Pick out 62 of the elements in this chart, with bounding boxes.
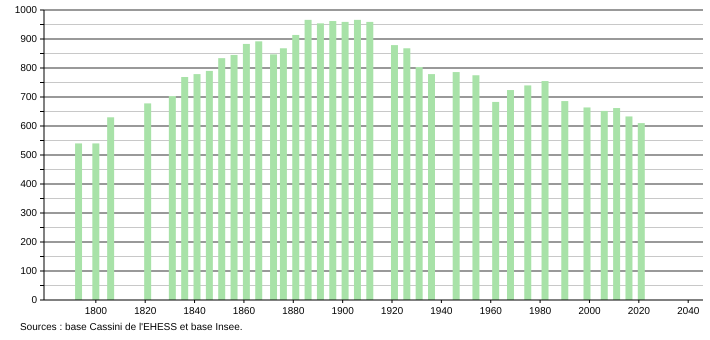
bar xyxy=(583,107,590,300)
y-tick-label: 600 xyxy=(20,121,38,132)
x-tick-label: 1920 xyxy=(380,306,404,318)
bar xyxy=(292,34,300,300)
y-tick-label: 100 xyxy=(20,266,38,278)
x-tick-label: 2020 xyxy=(628,306,650,318)
source-note: Sources : base Cassini de l'EHESS et base Insee. xyxy=(20,322,243,333)
bar xyxy=(280,48,287,300)
bar xyxy=(354,20,361,300)
bar xyxy=(492,102,500,300)
bar xyxy=(255,41,262,300)
bar xyxy=(542,81,549,300)
bar xyxy=(561,101,568,300)
bar xyxy=(329,21,336,300)
bar xyxy=(416,67,423,300)
bar xyxy=(403,48,410,300)
y-tick-label: 700 xyxy=(20,92,38,104)
bar xyxy=(613,108,620,300)
x-tick-label: 1900 xyxy=(332,306,354,318)
bar xyxy=(472,75,480,300)
bar xyxy=(390,45,398,300)
bar xyxy=(242,44,250,300)
bar xyxy=(428,74,435,300)
y-tick-label: 200 xyxy=(20,237,38,248)
x-tick-label: 2000 xyxy=(578,306,602,318)
y-tick-label: 300 xyxy=(20,208,38,220)
bar xyxy=(316,23,324,300)
bar xyxy=(218,58,226,300)
bar xyxy=(638,123,645,300)
bar xyxy=(270,54,278,300)
bar xyxy=(366,22,374,300)
bar xyxy=(181,76,188,300)
y-tick-label: 0 xyxy=(31,295,38,306)
x-tick-label: 1820 xyxy=(134,306,157,318)
y-tick-label: 900 xyxy=(20,34,38,46)
bar xyxy=(342,22,349,300)
x-tick-label: 2040 xyxy=(677,306,700,318)
y-tick-label: 800 xyxy=(20,63,38,74)
x-tick-label: 1980 xyxy=(528,306,552,318)
y-tick-label: 1000 xyxy=(14,5,38,16)
x-tick-label: 1860 xyxy=(232,306,256,318)
x-tick-label: 1880 xyxy=(282,306,305,318)
y-tick-label: 500 xyxy=(20,150,38,162)
bar xyxy=(144,103,152,300)
y-tick-label: 400 xyxy=(20,179,38,190)
x-tick-label: 1940 xyxy=(430,306,453,318)
bar xyxy=(206,70,213,300)
bar xyxy=(107,117,114,300)
bar xyxy=(92,143,100,300)
bar xyxy=(506,90,514,300)
bar xyxy=(600,110,608,300)
bar xyxy=(524,85,532,300)
bar xyxy=(168,96,176,300)
bar xyxy=(452,72,460,300)
bar xyxy=(75,143,82,300)
bar xyxy=(194,74,201,300)
x-tick-label: 1840 xyxy=(183,306,206,318)
bar xyxy=(230,54,238,300)
x-tick-label: 1800 xyxy=(84,306,108,318)
bar xyxy=(625,116,632,300)
x-tick-label: 1960 xyxy=(480,306,502,318)
bar xyxy=(304,20,312,300)
